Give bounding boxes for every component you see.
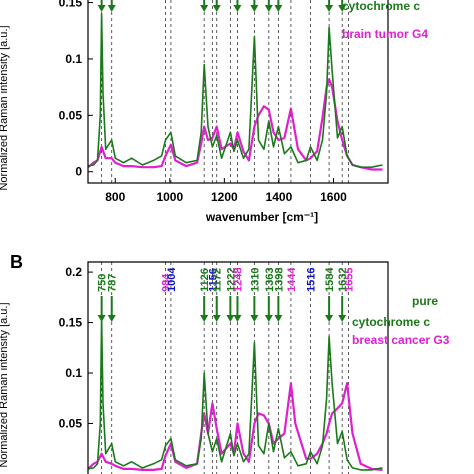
a-arrow-1584-head <box>325 5 334 12</box>
b-ytick-label: 0.05 <box>59 416 83 430</box>
b-ytick-label: 0.2 <box>65 265 82 279</box>
b-peak-label-1363: 1363 <box>264 268 276 292</box>
b-peak-label-1004: 1004 <box>166 267 178 292</box>
panel-b-letter: B <box>10 252 23 272</box>
b-peak-label-1584: 1584 <box>324 267 336 292</box>
b-peak-label-1172: 1172 <box>212 268 224 292</box>
b-arrow-1632-head <box>338 315 347 322</box>
a-arrow-1248-head <box>233 5 242 12</box>
legend-b-pure: pure <box>412 294 438 308</box>
b-ytick-label: 0.1 <box>65 366 82 380</box>
legend-b-breast: breast cancer G3 <box>352 333 450 347</box>
a-arrow-1310-head <box>250 5 259 12</box>
panel-a: Normalized Raman intensity [a.u.] 0 0.05 0… <box>0 0 428 224</box>
b-peak-label-1398: 1398 <box>273 268 285 292</box>
b-arrow-787-head <box>107 315 116 322</box>
a-arrow-787-head <box>107 5 116 12</box>
b-arrow-1584-head <box>325 315 334 322</box>
panel-a-xlabel: wavenumber [cm⁻¹] <box>205 210 318 224</box>
legend-a-cytochrome: cytochrome c <box>342 0 420 13</box>
a-arrow-1363-head <box>264 5 273 12</box>
b-peak-label-787: 787 <box>107 274 119 292</box>
b-peak-label-1310: 1310 <box>249 268 261 292</box>
b-arrow-1398-head <box>274 315 283 322</box>
a-ytick-label: 0 <box>75 165 82 179</box>
b-series-second <box>87 382 383 471</box>
b-peak-label-1222: 1222 <box>225 268 237 292</box>
b-peak-label-750: 750 <box>97 274 109 292</box>
a-ytick-label: 0.05 <box>59 108 83 122</box>
panel-b-ylabel: Normalized Raman intensity [a.u.] <box>0 302 10 467</box>
legend-b-cytochrome: cytochrome c <box>352 315 430 329</box>
a-ytick-label: 0.15 <box>59 0 83 10</box>
panel-b-frame <box>87 261 389 474</box>
b-peak-label-1248: 1248 <box>232 268 244 292</box>
b-peak-label-1655: 1655 <box>343 268 355 292</box>
a-xtick-label: 1000 <box>156 190 183 204</box>
b-peak-label-1156: 1156 <box>207 268 219 292</box>
b-peak-label-1632: 1632 <box>337 268 349 292</box>
legend-a-tumor: brain tumor G4 <box>342 27 428 41</box>
b-arrow-1172-head <box>212 315 221 322</box>
b-arrow-1222-head <box>226 315 235 322</box>
b-series-first <box>87 316 383 471</box>
a-series-first <box>87 13 383 168</box>
a-arrow-750-head <box>97 5 106 12</box>
a-series-second <box>87 78 383 171</box>
b-ytick-label: 0.15 <box>59 316 83 330</box>
a-arrow-1126-head <box>200 5 209 12</box>
a-xtick-label: 1200 <box>211 190 238 204</box>
b-peak-label-1444: 1444 <box>286 267 298 292</box>
a-arrow-1398-head <box>274 5 283 12</box>
a-ytick-label: 0.1 <box>65 52 82 66</box>
b-arrow-1363-head <box>264 315 273 322</box>
a-arrow-1172-head <box>212 5 221 12</box>
b-peak-label-984: 984 <box>160 273 172 292</box>
a-xtick-label: 1600 <box>320 190 347 204</box>
a-xtick-label: 800 <box>105 190 125 204</box>
a-xtick-label: 1400 <box>266 190 293 204</box>
b-peak-label-1126: 1126 <box>199 268 211 292</box>
b-arrow-1126-head <box>200 315 209 322</box>
panel-a-frame <box>87 0 389 184</box>
b-arrow-1248-head <box>233 315 242 322</box>
panel-b: B Normalized Raman intensity [a.u.] 0.05… <box>0 252 450 474</box>
b-peak-label-1516: 1516 <box>306 268 318 292</box>
a-arrow-1632-head <box>338 5 347 12</box>
b-arrow-1310-head <box>250 315 259 322</box>
panel-a-ylabel: Normalized Raman intensity [a.u.] <box>0 25 10 190</box>
